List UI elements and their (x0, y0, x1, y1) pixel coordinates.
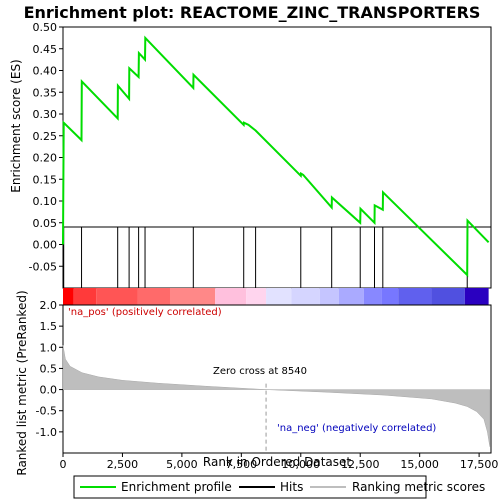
rank-color-segment (215, 288, 247, 305)
legend-item-metric: Ranking metric scores (352, 480, 485, 494)
x-tick-label: 17,500 (460, 458, 499, 471)
rank-y-axis-label: Ranked list metric (PreRanked) (15, 290, 29, 475)
rank-color-segment (381, 288, 399, 305)
es-y-tick-label: 0.15 (33, 173, 58, 186)
rank-color-segment (266, 288, 292, 305)
rank-y-tick-label: 1.0 (40, 341, 58, 354)
es-y-tick-label: 0.45 (33, 43, 58, 56)
rank-color-segment (170, 288, 216, 305)
rank-color-segment (464, 288, 489, 305)
es-y-axis-label: Enrichment score (ES) (9, 59, 23, 192)
x-tick-label: 0 (60, 458, 67, 471)
rank-y-tick-label: 0.0 (40, 384, 58, 397)
rank-y-tick-label: 1.5 (40, 320, 58, 333)
es-y-tick-label: 0.10 (33, 195, 58, 208)
rank-color-segment (73, 288, 97, 305)
negative-correlation-label: 'na_neg' (negatively correlated) (277, 423, 436, 434)
rank-color-segment (63, 288, 74, 305)
x-tick-label: 15,000 (400, 458, 439, 471)
es-y-tick-label: 0.20 (33, 152, 58, 165)
rank-color-bar (63, 288, 489, 305)
enrichment-profile-line (62, 35, 490, 278)
rank-x-axis: 0 2,500 5,000 7,500 10,000 12,500 15,000 17,500 (60, 453, 499, 471)
legend-item-profile: Enrichment profile (121, 480, 232, 494)
x-tick-label: 10,000 (282, 458, 321, 471)
rank-color-segment (96, 288, 138, 305)
es-y-tick-label: 0.50 (33, 21, 58, 34)
rank-color-segment (363, 288, 382, 305)
rank-color-segment (338, 288, 364, 305)
es-y-tick-label: 0.40 (33, 65, 58, 78)
x-tick-label: 2,500 (107, 458, 139, 471)
x-tick-label: 12,500 (341, 458, 380, 471)
es-y-tick-label: -0.05 (29, 260, 57, 273)
chart-title: Enrichment plot: REACTOME_ZINC_TRANSPORT… (24, 3, 481, 22)
legend: Enrichment profile Hits Ranking metric s… (73, 475, 485, 499)
rank-plot-frame (62, 304, 492, 454)
rank-y-tick-label: -0.5 (36, 405, 57, 418)
es-y-axis: 0.50 0.45 0.40 0.35 0.30 0.25 0.20 0.15 0.10 0.05… (29, 21, 63, 273)
rank-color-segment (137, 288, 170, 305)
rank-color-segment (431, 288, 465, 305)
es-y-tick-label: 0.30 (33, 108, 58, 121)
zero-cross-label: Zero cross at 8540 (213, 366, 307, 377)
es-y-tick-label: 0.05 (33, 217, 58, 230)
x-tick-label: 5,000 (166, 458, 198, 471)
es-y-tick-label: 0.25 (33, 130, 58, 143)
rank-y-tick-label: 0.5 (40, 362, 58, 375)
rank-y-tick-label: -1.0 (36, 426, 57, 439)
es-plot-frame (62, 26, 492, 289)
positive-correlation-label: 'na_pos' (positively correlated) (68, 307, 222, 318)
rank-y-axis: 2.0 1.5 1.0 0.5 0.0 -0.5 -1.0 (36, 299, 63, 439)
rank-color-segment (319, 288, 339, 305)
legend-item-hits: Hits (280, 480, 303, 494)
rank-y-tick-label: 2.0 (40, 299, 58, 312)
enrichment-score-panel: 0.50 0.45 0.40 0.35 0.30 0.25 0.20 0.15 0.10 0.05… (29, 21, 492, 305)
rank-color-segment (398, 288, 432, 305)
ranking-metric-area (62, 345, 491, 447)
ranked-metric-panel: 2.0 1.5 1.0 0.5 0.0 -0.5 -1.0 0 2,500 5,000 7,500… (36, 299, 499, 471)
es-y-tick-label: 0.00 (33, 239, 58, 252)
rank-color-segment (291, 288, 320, 305)
rank-color-segment (246, 288, 267, 305)
es-y-tick-label: 0.35 (33, 86, 58, 99)
x-tick-label: 7,500 (226, 458, 258, 471)
rank-x-axis-label: Rank in Ordered Dataset (203, 455, 351, 469)
